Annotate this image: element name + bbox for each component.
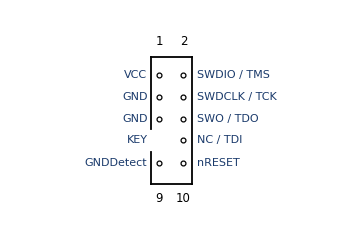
Text: KEY: KEY	[126, 135, 147, 145]
Text: SWO / TDO: SWO / TDO	[197, 114, 258, 123]
Text: NC / TDI: NC / TDI	[197, 135, 242, 145]
Text: 1: 1	[156, 35, 163, 48]
Text: nRESET: nRESET	[197, 158, 240, 168]
Text: GNDDetect: GNDDetect	[85, 158, 147, 168]
Text: VCC: VCC	[124, 70, 147, 80]
Text: GND: GND	[122, 92, 147, 102]
Text: 9: 9	[156, 192, 163, 205]
Text: 10: 10	[176, 192, 191, 205]
Text: SWDIO / TMS: SWDIO / TMS	[197, 70, 270, 80]
Text: GND: GND	[122, 114, 147, 123]
Text: 2: 2	[180, 35, 187, 48]
Text: SWDCLK / TCK: SWDCLK / TCK	[197, 92, 277, 102]
